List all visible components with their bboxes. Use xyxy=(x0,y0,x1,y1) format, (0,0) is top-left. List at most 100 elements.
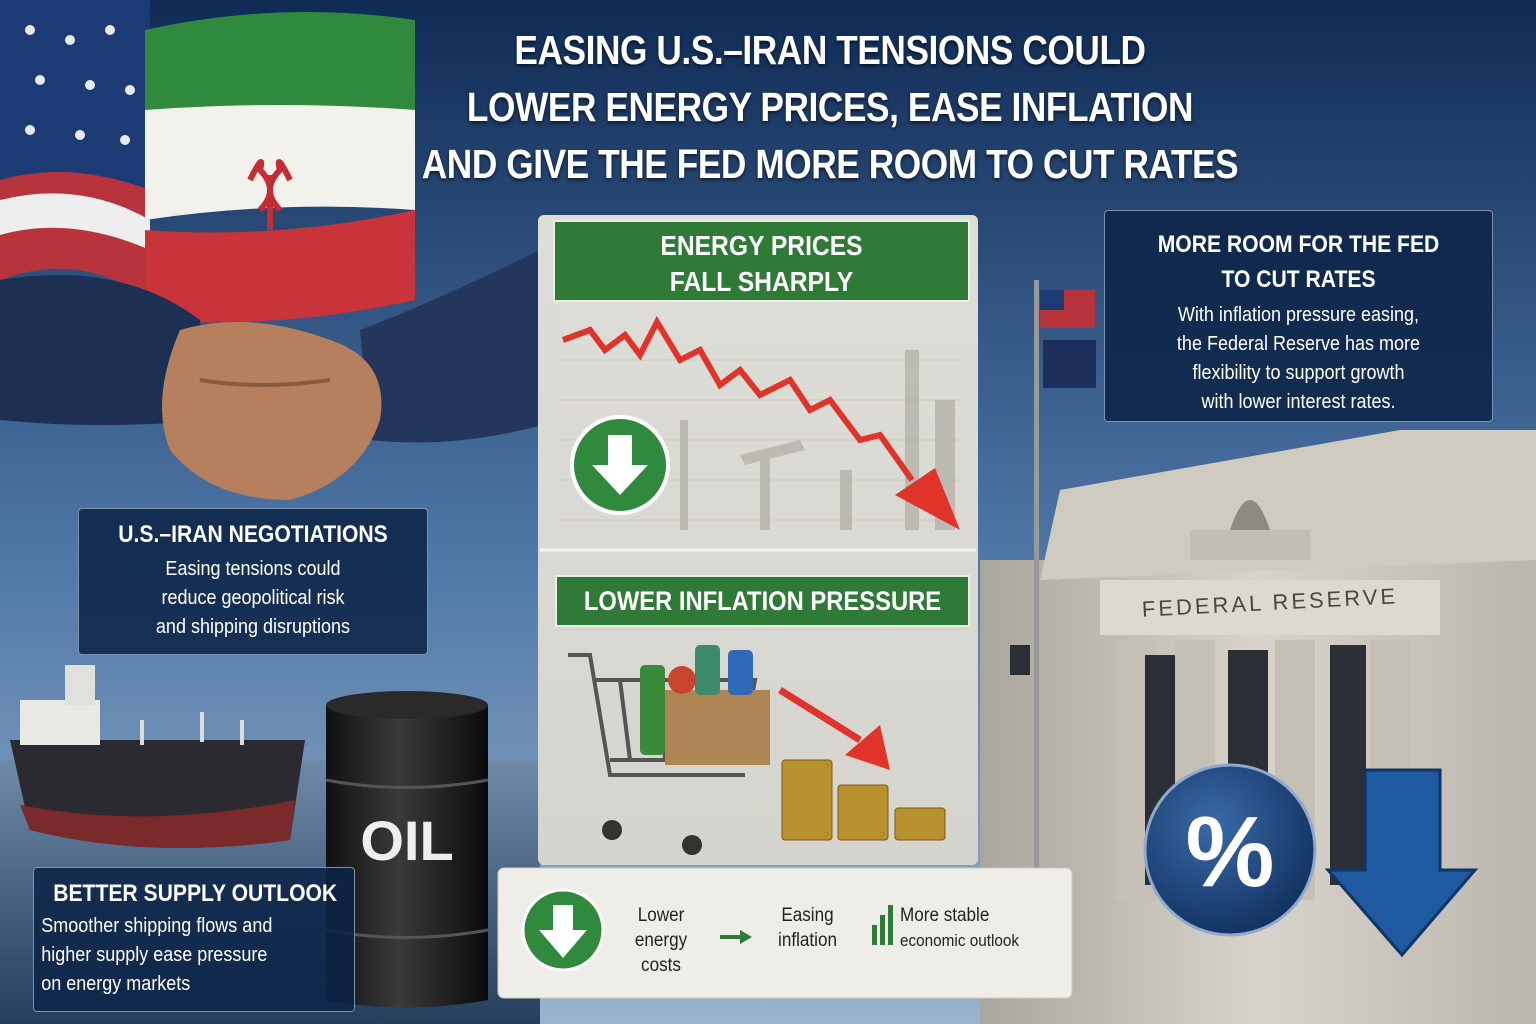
body-line: on energy markets xyxy=(41,973,191,995)
body-line: with lower interest rates. xyxy=(1201,391,1396,413)
body-line: With inflation pressure easing, xyxy=(1177,304,1420,326)
main-title: EASING U.S.–IRAN TENSIONS COULD LOWER EN… xyxy=(330,22,1330,193)
title-line: MORE ROOM FOR THE FED xyxy=(1157,231,1440,258)
illustration-shape xyxy=(105,25,115,35)
illustration-shape xyxy=(65,665,95,705)
illustration-shape xyxy=(1230,500,1270,530)
energy-header: ENERGY PRICES FALL SHARPLY xyxy=(553,220,970,302)
illustration-shape xyxy=(0,193,150,250)
illustration-shape xyxy=(872,905,893,945)
illustration-shape xyxy=(561,315,915,482)
title-line: LOWER ENERGY PRICES, EASE INFLATION xyxy=(466,84,1194,130)
illustration-shape xyxy=(125,85,135,95)
header-line: LOWER INFLATION PRESSURE xyxy=(583,586,942,616)
title-line: TO CUT RATES xyxy=(1221,266,1376,293)
summary-line: inflation xyxy=(778,930,837,951)
summary-item: Lower energy costs xyxy=(618,903,704,978)
illustration-shape xyxy=(680,420,688,530)
illustration-shape xyxy=(247,159,293,230)
illustration-shape xyxy=(539,905,587,958)
illustration-shape xyxy=(894,807,946,841)
fed-box: MORE ROOM FOR THE FED TO CUT RATES With … xyxy=(1104,210,1493,422)
illustration-shape xyxy=(840,470,852,530)
body-line: flexibility to support growth xyxy=(1192,362,1405,384)
illustration-shape xyxy=(682,835,702,855)
summary-item: Easing inflation xyxy=(760,903,855,953)
illustration-shape xyxy=(888,905,893,945)
illustration-shape xyxy=(85,80,95,90)
illustration-shape xyxy=(35,75,45,85)
illustration-shape xyxy=(140,720,144,745)
illustration-shape xyxy=(20,800,295,848)
body-line: the Federal Reserve has more xyxy=(1176,333,1421,355)
illustration-shape xyxy=(65,35,75,45)
box-body: Easing tensions could reduce geopolitica… xyxy=(96,555,409,642)
illustration-shape xyxy=(592,435,648,495)
summary-item: More stable economic outlook xyxy=(900,903,1070,953)
illustration-shape xyxy=(497,867,1073,999)
illustration-shape xyxy=(781,759,833,841)
illustration-shape xyxy=(25,125,35,135)
illustration-shape xyxy=(895,468,960,530)
illustration-shape xyxy=(240,720,244,745)
body-line: higher supply ease pressure xyxy=(41,944,268,966)
illustration-shape xyxy=(25,25,135,145)
summary-line: economic outlook xyxy=(900,931,1020,950)
illustration-shape xyxy=(778,687,862,743)
illustration-shape xyxy=(25,25,35,35)
illustration-shape xyxy=(360,240,560,443)
box-title: BETTER SUPPLY OUTLOOK xyxy=(53,880,338,907)
illustration-shape xyxy=(1143,763,1317,937)
header-line: FALL SHARPLY xyxy=(669,266,854,297)
illustration-shape xyxy=(199,378,331,387)
box-title: U.S.–IRAN NEGOTIATIONS xyxy=(118,521,388,548)
body-line: and shipping disruptions xyxy=(155,616,351,638)
illustration-shape xyxy=(1034,280,1039,870)
body-line: Smoother shipping flows and xyxy=(41,915,273,937)
illustration-shape xyxy=(145,12,415,110)
box-body: With inflation pressure easing, the Fede… xyxy=(1124,301,1472,417)
illustration-shape xyxy=(1330,645,1366,885)
box-body: Smoother shipping flows and higher suppl… xyxy=(34,912,322,999)
body-line: reduce geopolitical risk xyxy=(161,587,345,609)
illustration-shape xyxy=(837,784,889,841)
illustration-shape xyxy=(326,691,488,719)
inflation-header: LOWER INFLATION PRESSURE xyxy=(555,575,970,627)
illustration-shape xyxy=(200,712,204,742)
summary-line: Lower xyxy=(637,905,685,926)
illustration-shape xyxy=(640,665,665,755)
illustration-shape xyxy=(0,0,150,190)
illustration-shape xyxy=(1043,340,1096,388)
illustration-shape xyxy=(75,130,85,140)
summary-line: costs xyxy=(641,955,681,976)
illustration-shape xyxy=(1190,530,1310,560)
illustration-shape xyxy=(728,650,753,695)
illustration-shape xyxy=(538,215,978,865)
illustration-shape xyxy=(618,679,632,761)
illustration-shape xyxy=(740,930,752,944)
title-line: AND GIVE THE FED MORE ROOM TO CUT RATES xyxy=(421,141,1239,187)
illustration-shape xyxy=(1010,645,1030,675)
illustration-shape xyxy=(602,820,622,840)
illustration-shape xyxy=(145,210,415,323)
illustration-shape xyxy=(872,925,877,945)
illustration-shape xyxy=(326,697,488,1008)
illustration-shape xyxy=(760,450,770,530)
barrel-label: OIL xyxy=(360,809,454,872)
illustration-shape xyxy=(0,275,210,425)
box-title: MORE ROOM FOR THE FED TO CUT RATES xyxy=(1128,227,1469,297)
illustration-shape xyxy=(845,725,890,770)
illustration-shape xyxy=(695,645,720,695)
illustration-shape xyxy=(1324,768,1479,958)
illustration-shape xyxy=(665,690,770,765)
supply-box: BETTER SUPPLY OUTLOOK Smoother shipping … xyxy=(33,867,355,1012)
illustration-shape xyxy=(1040,430,1536,580)
summary-line: Easing xyxy=(781,905,834,926)
illustration-shape xyxy=(568,653,745,777)
illustration-shape xyxy=(1100,580,1440,635)
illustration-shape xyxy=(120,135,130,145)
illustration-shape xyxy=(162,322,382,500)
header-line: ENERGY PRICES xyxy=(660,230,863,261)
